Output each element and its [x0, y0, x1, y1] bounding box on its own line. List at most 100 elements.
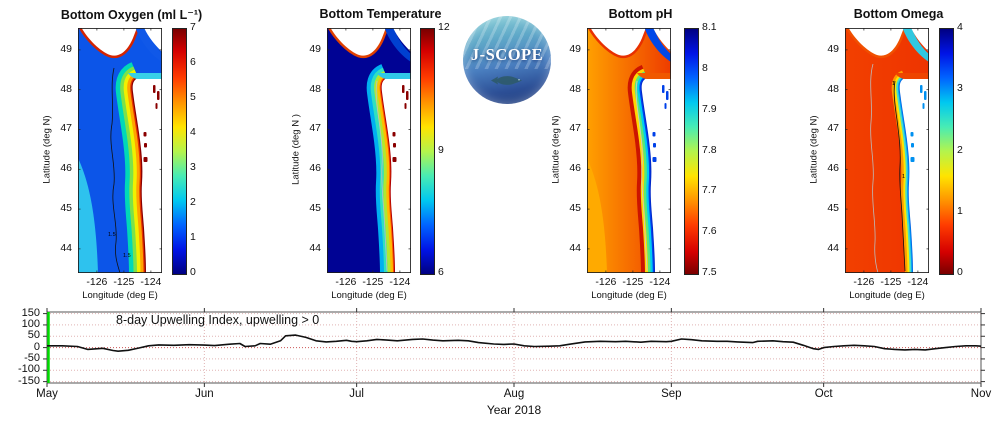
- jscope-logo-text: J-SCOPE: [470, 44, 544, 64]
- lon-tick-label: -125: [362, 276, 384, 288]
- colorbar-tick-label: 3: [190, 161, 196, 173]
- month-tick-label: Jun: [195, 388, 214, 400]
- x-axis-label: Longitude (deg E): [591, 290, 667, 301]
- ph-map: [587, 28, 671, 273]
- colorbar-tick-label: 2: [957, 143, 963, 156]
- y-axis-label: Latitude (deg N ): [290, 114, 302, 185]
- lat-tick-label: 47: [827, 122, 839, 135]
- lon-tick-label: -124: [389, 276, 411, 288]
- upwelling-y-tick-label: 50: [27, 329, 40, 342]
- lat-tick-label: 45: [569, 202, 581, 215]
- month-tick-label: Oct: [814, 388, 833, 400]
- omega-map: 11: [845, 28, 929, 273]
- upwelling-index-plot: [43, 308, 985, 387]
- lat-tick-label: 46: [827, 162, 839, 175]
- svg-text:1: 1: [902, 174, 905, 180]
- panel-title-temperature: Bottom Temperature: [319, 7, 442, 21]
- colorbar-tick-label: 0: [957, 266, 963, 278]
- lat-tick-label: 45: [827, 202, 839, 215]
- lon-tick-label: -126: [595, 276, 617, 288]
- month-tick-label: Jul: [349, 388, 364, 400]
- lon-tick-label: -125: [113, 276, 135, 288]
- fish-icon: [491, 76, 522, 85]
- oxygen-map: 1.5 1.5: [78, 28, 162, 273]
- upwelling-y-tick-label: 0: [33, 340, 40, 353]
- colorbar-tick-label: 2: [190, 196, 196, 208]
- colorbar-tick-label: 7.7: [702, 184, 717, 197]
- lon-tick-label: -126: [335, 276, 357, 288]
- lat-tick-label: 48: [60, 82, 72, 95]
- omega-colorbar: [939, 28, 954, 275]
- panel-title-oxygen: Bottom Oxygen (ml L⁻¹): [60, 8, 203, 22]
- month-tick-label: Sep: [661, 388, 682, 400]
- temperature-colorbar: [420, 28, 435, 275]
- upwelling-x-axis-label: Year 2018: [486, 403, 542, 417]
- lat-tick-label: 44: [60, 241, 72, 254]
- x-axis-label: Longitude (deg E): [331, 290, 407, 301]
- colorbar-tick-label: 6: [438, 266, 444, 278]
- colorbar-tick-label: 4: [190, 126, 196, 138]
- colorbar-tick-label: 7.6: [702, 225, 717, 238]
- svg-text:1: 1: [892, 81, 895, 87]
- lat-tick-label: 49: [827, 42, 839, 55]
- upwelling-y-tick-label: 100: [21, 317, 40, 330]
- upwelling-plot-title: 8-day Upwelling Index, upwelling > 0: [116, 313, 320, 327]
- lat-tick-label: 48: [827, 82, 839, 95]
- panel-title-omega: Bottom Omega: [853, 7, 944, 21]
- colorbar-tick-label: 4: [957, 21, 963, 33]
- light-rays-decoration: [463, 16, 551, 69]
- colorbar-tick-label: 7.9: [702, 102, 717, 115]
- upwelling-y-tick-label: -150: [17, 374, 40, 387]
- colorbar-tick-label: 1: [190, 231, 196, 243]
- lat-tick-label: 44: [309, 241, 321, 254]
- lon-tick-label: -125: [880, 276, 902, 288]
- month-tick-label: Aug: [503, 388, 525, 400]
- lat-tick-label: 47: [309, 122, 321, 135]
- lon-tick-label: -126: [86, 276, 108, 288]
- colorbar-tick-label: 5: [190, 91, 196, 103]
- lat-tick-label: 44: [827, 241, 839, 254]
- jscope-logo: J-SCOPE: [463, 16, 551, 104]
- colorbar-tick-label: 12: [438, 21, 450, 33]
- lat-tick-label: 47: [569, 122, 581, 135]
- lat-tick-label: 46: [60, 162, 72, 175]
- lon-tick-label: -124: [907, 276, 929, 288]
- lat-tick-label: 49: [309, 42, 321, 55]
- lat-tick-label: 45: [309, 202, 321, 215]
- lat-tick-label: 49: [569, 42, 581, 55]
- colorbar-tick-label: 8: [702, 61, 708, 74]
- temperature-map: [327, 28, 411, 273]
- colorbar-tick-label: 7.8: [702, 143, 717, 156]
- colorbar-tick-label: 8.1: [702, 21, 717, 33]
- lat-tick-label: 45: [60, 202, 72, 215]
- lat-tick-label: 48: [309, 82, 321, 95]
- y-axis-label: Latitude (deg N): [550, 115, 562, 184]
- colorbar-tick-label: 1: [957, 204, 963, 217]
- lat-tick-label: 46: [309, 162, 321, 175]
- upwelling-y-tick-label: -50: [24, 351, 40, 364]
- upwelling-y-tick-label: -100: [17, 363, 40, 376]
- x-axis-label: Longitude (deg E): [849, 290, 925, 301]
- colorbar-tick-label: 6: [190, 56, 196, 68]
- svg-text:1.5: 1.5: [108, 232, 116, 238]
- svg-text:1.5: 1.5: [123, 253, 131, 259]
- lat-tick-label: 49: [60, 42, 72, 55]
- x-axis-label: Longitude (deg E): [82, 290, 158, 301]
- lon-tick-label: -126: [853, 276, 875, 288]
- colorbar-tick-label: 0: [190, 266, 196, 278]
- lon-tick-label: -124: [649, 276, 671, 288]
- lon-tick-label: -124: [140, 276, 162, 288]
- upwelling-y-tick-label: 150: [21, 306, 40, 319]
- colorbar-tick-label: 9: [438, 143, 444, 156]
- panel-title-ph: Bottom pH: [608, 7, 673, 21]
- colorbar-tick-label: 7.5: [702, 266, 717, 278]
- y-axis-label: Latitude (deg N): [41, 115, 53, 184]
- lat-tick-label: 46: [569, 162, 581, 175]
- ph-colorbar: [684, 28, 699, 275]
- month-tick-label: May: [36, 388, 58, 400]
- lon-tick-label: -125: [622, 276, 644, 288]
- lat-tick-label: 47: [60, 122, 72, 135]
- lat-tick-label: 44: [569, 241, 581, 254]
- month-tick-label: Nov: [970, 388, 992, 400]
